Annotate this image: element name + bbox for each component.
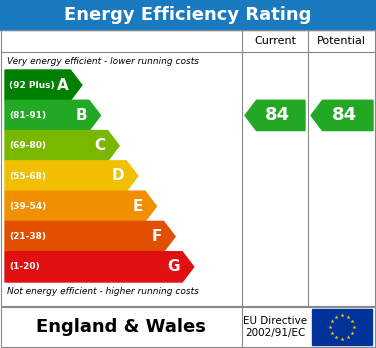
- Text: G: G: [168, 259, 180, 274]
- Text: EU Directive: EU Directive: [243, 316, 307, 326]
- Text: (81-91): (81-91): [9, 111, 46, 120]
- Text: Current: Current: [254, 36, 296, 46]
- Polygon shape: [5, 100, 100, 130]
- Text: 84: 84: [265, 106, 290, 125]
- Text: 84: 84: [332, 106, 357, 125]
- Text: (92 Plus): (92 Plus): [9, 81, 55, 90]
- Text: (21-38): (21-38): [9, 232, 46, 241]
- Bar: [1, 307, 375, 347]
- Polygon shape: [311, 100, 373, 130]
- Text: (55-68): (55-68): [9, 172, 46, 181]
- Bar: [1, 30, 375, 306]
- Text: E: E: [133, 199, 143, 214]
- Text: (1-20): (1-20): [9, 262, 39, 271]
- Text: B: B: [76, 108, 87, 123]
- Polygon shape: [5, 161, 138, 191]
- Polygon shape: [5, 191, 156, 221]
- Text: 2002/91/EC: 2002/91/EC: [245, 328, 305, 338]
- Polygon shape: [245, 100, 305, 130]
- Polygon shape: [5, 70, 82, 100]
- Text: F: F: [151, 229, 162, 244]
- Bar: [0, 0, 376, 30]
- Polygon shape: [5, 130, 119, 161]
- Text: D: D: [112, 168, 124, 183]
- Text: England & Wales: England & Wales: [36, 318, 206, 336]
- Polygon shape: [5, 252, 194, 282]
- Text: Energy Efficiency Rating: Energy Efficiency Rating: [64, 6, 312, 24]
- Text: Potential: Potential: [317, 36, 366, 46]
- Bar: [312, 309, 372, 345]
- Polygon shape: [5, 221, 175, 252]
- Text: C: C: [94, 138, 106, 153]
- Text: Very energy efficient - lower running costs: Very energy efficient - lower running co…: [7, 56, 199, 65]
- Text: (39-54): (39-54): [9, 202, 46, 211]
- Text: (69-80): (69-80): [9, 141, 46, 150]
- Text: Not energy efficient - higher running costs: Not energy efficient - higher running co…: [7, 287, 199, 296]
- Text: A: A: [57, 78, 68, 93]
